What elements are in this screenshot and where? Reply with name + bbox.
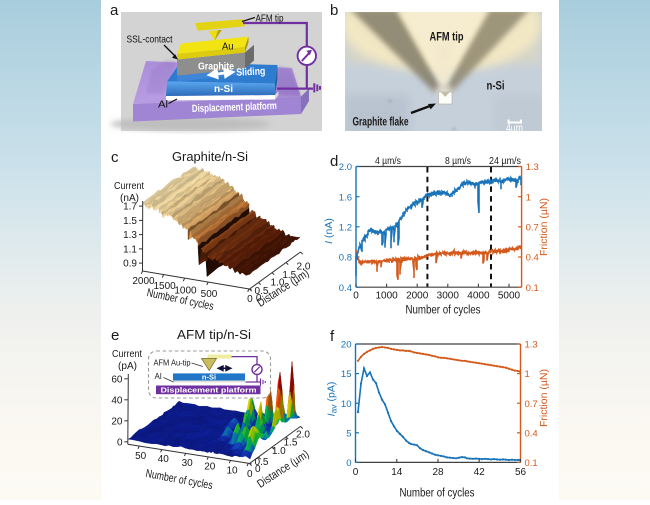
svg-text:2.0: 2.0 xyxy=(296,430,310,441)
svg-text:2.0: 2.0 xyxy=(339,162,352,173)
svg-text:1000: 1000 xyxy=(375,291,398,302)
svg-text:1.5: 1.5 xyxy=(123,216,137,227)
svg-text:1.7: 1.7 xyxy=(123,202,137,213)
svg-text:15: 15 xyxy=(341,369,352,380)
svg-text:5: 5 xyxy=(346,428,351,439)
svg-text:4000: 4000 xyxy=(467,291,490,302)
svg-text:10: 10 xyxy=(226,466,238,477)
svg-text:Sliding: Sliding xyxy=(236,65,266,79)
svg-text:0.4: 0.4 xyxy=(526,253,539,264)
svg-text:1: 1 xyxy=(525,369,530,380)
svg-text:24 µm/s: 24 µm/s xyxy=(489,155,521,167)
svg-text:I (nA): I (nA) xyxy=(323,218,335,244)
svg-text:c: c xyxy=(111,149,119,166)
svg-text:4 µm/s: 4 µm/s xyxy=(375,155,401,167)
svg-text:AFM tip/n-Si: AFM tip/n-Si xyxy=(177,327,251,342)
svg-text:2000: 2000 xyxy=(132,276,155,287)
svg-text:n-Si: n-Si xyxy=(214,84,233,95)
svg-text:Graphite flake: Graphite flake xyxy=(353,117,409,129)
svg-text:0.8: 0.8 xyxy=(339,253,352,264)
svg-text:AFM tip: AFM tip xyxy=(430,32,464,44)
svg-text:56: 56 xyxy=(515,467,527,478)
svg-text:0: 0 xyxy=(346,458,351,469)
svg-text:5000: 5000 xyxy=(498,291,521,302)
svg-text:Friction (µN): Friction (µN) xyxy=(538,369,550,427)
svg-text:30: 30 xyxy=(182,458,194,469)
svg-text:20: 20 xyxy=(111,416,123,427)
svg-text:0.4: 0.4 xyxy=(339,283,352,294)
svg-text:1: 1 xyxy=(526,192,531,203)
svg-text:Graphite/n-Si: Graphite/n-Si xyxy=(172,149,248,164)
svg-text:1.6: 1.6 xyxy=(339,192,352,203)
svg-text:60: 60 xyxy=(111,374,123,385)
svg-text:n-Si: n-Si xyxy=(487,81,505,93)
svg-text:50: 50 xyxy=(135,451,147,462)
svg-text:0.1: 0.1 xyxy=(526,283,539,294)
svg-text:1.3: 1.3 xyxy=(526,162,539,173)
svg-text:b: b xyxy=(330,2,338,19)
svg-text:42: 42 xyxy=(474,467,486,478)
svg-text:0: 0 xyxy=(117,437,123,448)
svg-text:28: 28 xyxy=(432,467,444,478)
svg-text:Au: Au xyxy=(222,41,234,53)
svg-text:Al: Al xyxy=(155,372,162,381)
svg-text:0: 0 xyxy=(247,294,253,305)
svg-text:AFM Au-tip: AFM Au-tip xyxy=(154,359,192,368)
svg-text:Number of cycles: Number of cycles xyxy=(400,488,475,500)
svg-text:10: 10 xyxy=(341,399,352,410)
svg-text:20: 20 xyxy=(204,462,216,473)
svg-text:n-Si: n-Si xyxy=(202,372,216,381)
svg-text:d: d xyxy=(330,153,338,170)
svg-text:0: 0 xyxy=(353,291,359,302)
svg-text:0: 0 xyxy=(247,469,253,480)
svg-text:2000: 2000 xyxy=(406,291,429,302)
svg-text:Current: Current xyxy=(112,348,142,360)
svg-text:SSL-contact: SSL-contact xyxy=(127,34,173,46)
svg-text:0.7: 0.7 xyxy=(525,399,538,410)
svg-text:AFM tip: AFM tip xyxy=(256,13,284,25)
svg-text:Friction (µN): Friction (µN) xyxy=(538,198,550,256)
svg-text:a: a xyxy=(110,2,119,19)
svg-text:0.5: 0.5 xyxy=(255,457,269,468)
svg-text:3000: 3000 xyxy=(437,291,460,302)
svg-text:e: e xyxy=(111,327,119,344)
svg-text:40: 40 xyxy=(158,454,170,465)
svg-text:0.4: 0.4 xyxy=(525,428,538,439)
svg-text:0.7: 0.7 xyxy=(526,222,539,233)
svg-text:8 µm/s: 8 µm/s xyxy=(445,155,471,167)
svg-text:Number of cycles: Number of cycles xyxy=(406,305,481,317)
svg-text:Current: Current xyxy=(114,180,144,192)
svg-text:1.1: 1.1 xyxy=(123,244,137,255)
svg-text:0.9: 0.9 xyxy=(123,259,137,270)
svg-text:0: 0 xyxy=(353,467,359,478)
svg-text:1.3: 1.3 xyxy=(123,230,137,241)
svg-text:40: 40 xyxy=(111,395,123,406)
svg-text:Displacement platform: Displacement platform xyxy=(161,386,257,395)
svg-text:14: 14 xyxy=(391,467,403,478)
svg-text:(pA): (pA) xyxy=(118,360,137,372)
svg-text:20: 20 xyxy=(341,340,352,351)
svg-text:Al: Al xyxy=(158,99,168,111)
svg-text:1.2: 1.2 xyxy=(339,222,352,233)
svg-text:1.3: 1.3 xyxy=(525,340,538,351)
svg-text:0.1: 0.1 xyxy=(525,458,538,469)
